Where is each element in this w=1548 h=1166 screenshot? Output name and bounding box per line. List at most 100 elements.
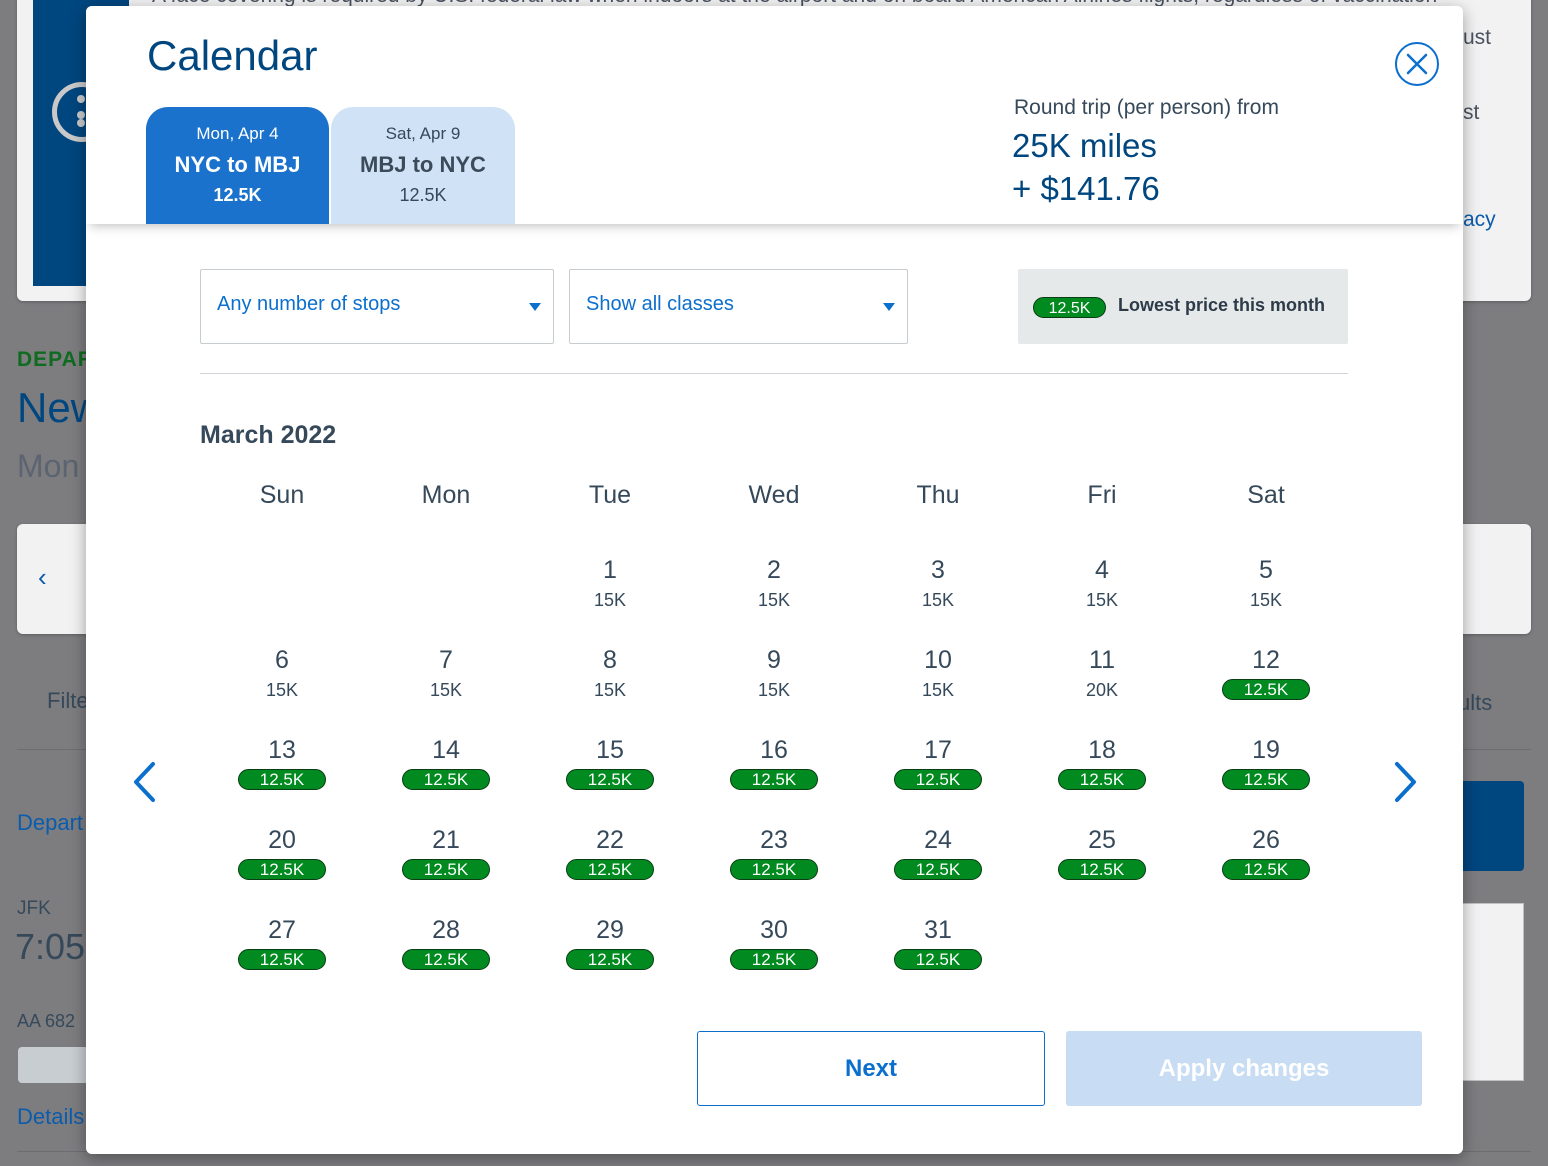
weekday-label: Fri [1087, 481, 1117, 509]
day-price-lowest-badge: 12.5K [238, 949, 326, 970]
calendar-day[interactable]: 29 12.5K [528, 916, 692, 996]
close-icon [1406, 53, 1428, 75]
calendar-day[interactable]: 24 12.5K [856, 826, 1020, 906]
calendar-day[interactable]: 16 12.5K [692, 736, 856, 816]
calendar-day[interactable]: 23 12.5K [692, 826, 856, 906]
calendar-day[interactable]: 1 15K [528, 556, 692, 636]
close-button[interactable] [1395, 42, 1439, 86]
weekday-label: Wed [748, 481, 800, 509]
day-number: 19 [1252, 736, 1280, 764]
calendar-day[interactable]: 25 12.5K [1020, 826, 1184, 906]
day-price-lowest-badge: 12.5K [894, 769, 982, 790]
previous-month-button[interactable] [129, 760, 159, 804]
departure-date: Mon [17, 448, 80, 484]
calendar-day[interactable]: 9 15K [692, 646, 856, 726]
weekday-label: Sat [1247, 481, 1285, 509]
calendar-day[interactable]: 12 12.5K [1184, 646, 1348, 726]
calendar-day[interactable]: 30 12.5K [692, 916, 856, 996]
calendar-day[interactable]: 20 12.5K [200, 826, 364, 906]
tab-outbound[interactable]: Mon, Apr 4 NYC to MBJ 12.5K [146, 107, 329, 224]
day-price-lowest-badge: 12.5K [1058, 769, 1146, 790]
calendar-day[interactable]: 28 12.5K [364, 916, 528, 996]
fare-label: Round trip (per person) from [1014, 96, 1279, 119]
day-number: 22 [596, 826, 624, 854]
day-number: 13 [268, 736, 296, 764]
day-number: 5 [1259, 556, 1273, 584]
calendar-day[interactable]: 14 12.5K [364, 736, 528, 816]
notice-link[interactable]: acy [1463, 208, 1496, 231]
depart-sort-link[interactable]: Depart [17, 810, 84, 835]
day-price: 15K [921, 590, 955, 610]
month-title: March 2022 [200, 421, 337, 449]
day-price: 15K [265, 680, 299, 700]
classes-select[interactable]: Show all classes [569, 269, 908, 344]
fare-box[interactable] [1462, 903, 1524, 1081]
notice-text-fragment: st [1463, 101, 1480, 124]
day-price-lowest-badge: 12.5K [566, 769, 654, 790]
calendar-day[interactable]: 17 12.5K [856, 736, 1020, 816]
calendar-day[interactable]: 31 12.5K [856, 916, 1020, 996]
calendar-day[interactable]: 27 12.5K [200, 916, 364, 996]
day-price-lowest-badge: 12.5K [238, 769, 326, 790]
calendar-day[interactable]: 7 15K [364, 646, 528, 726]
day-number: 7 [439, 646, 453, 674]
modal-header: Calendar Mon, Apr 4 NYC to MBJ 12.5K Sat… [86, 6, 1463, 224]
tab-date: Sat, Apr 9 [385, 124, 461, 143]
notice-text: A face covering is required by U.S. fede… [152, 0, 1437, 8]
calendar-day[interactable]: 5 15K [1184, 556, 1348, 636]
day-price-lowest-badge: 12.5K [566, 859, 654, 880]
details-link[interactable]: Details [17, 1104, 85, 1129]
departure-time: 7:05 [15, 926, 86, 967]
tab-date: Mon, Apr 4 [196, 124, 279, 143]
chevron-left-icon [134, 762, 155, 802]
stops-select[interactable]: Any number of stops [200, 269, 554, 344]
day-price-lowest-badge: 12.5K [894, 949, 982, 970]
calendar-day[interactable]: 8 15K [528, 646, 692, 726]
calendar-day[interactable]: 13 12.5K [200, 736, 364, 816]
day-number: 16 [760, 736, 788, 764]
day-number: 11 [1089, 646, 1115, 674]
calendar-day[interactable]: 19 12.5K [1184, 736, 1348, 816]
next-button[interactable]: Next [697, 1031, 1045, 1106]
calendar-day[interactable]: 4 15K [1020, 556, 1184, 636]
day-number: 8 [603, 646, 617, 674]
tab-price: 12.5K [213, 185, 262, 205]
calendar-day[interactable]: 11 20K [1020, 646, 1184, 726]
day-number: 9 [767, 646, 781, 674]
day-price-lowest-badge: 12.5K [402, 859, 490, 880]
chevron-left-icon[interactable]: ‹ [38, 562, 47, 592]
calendar-day[interactable]: 2 15K [692, 556, 856, 636]
divider [200, 373, 1348, 374]
day-number: 21 [432, 826, 460, 854]
day-number: 4 [1095, 556, 1109, 584]
day-price: 15K [757, 680, 791, 700]
next-month-button[interactable] [1391, 760, 1421, 804]
calendar-day[interactable]: 6 15K [200, 646, 364, 726]
fare-button[interactable] [1462, 781, 1524, 871]
weekday-label: Thu [916, 481, 960, 509]
day-number: 26 [1252, 826, 1280, 854]
tab-return[interactable]: Sat, Apr 9 MBJ to NYC 12.5K [331, 107, 515, 224]
results-label: ults [1458, 690, 1493, 715]
day-number: 10 [924, 646, 952, 674]
calendar-day[interactable]: 22 12.5K [528, 826, 692, 906]
calendar-day[interactable]: 10 15K [856, 646, 1020, 726]
day-price-lowest-badge: 12.5K [730, 859, 818, 880]
calendar-day[interactable]: 3 15K [856, 556, 1020, 636]
filter-button[interactable]: Filte [47, 688, 89, 713]
amenities-icons [18, 1047, 90, 1083]
calendar-day[interactable]: 18 12.5K [1020, 736, 1184, 816]
calendar-day[interactable]: 21 12.5K [364, 826, 528, 906]
calendar-day[interactable]: 15 12.5K [528, 736, 692, 816]
chevron-right-icon [1395, 762, 1416, 802]
day-number: 18 [1088, 736, 1116, 764]
day-number: 27 [268, 916, 296, 944]
origin-airport: JFK [17, 898, 51, 919]
lowest-price-badge: 12.5K [1033, 297, 1106, 318]
calendar-day[interactable]: 26 12.5K [1184, 826, 1348, 906]
day-number: 12 [1252, 646, 1280, 674]
day-price: 15K [593, 590, 627, 610]
depart-label: DEPAR [17, 348, 94, 371]
day-price-lowest-badge: 12.5K [1058, 859, 1146, 880]
caret-down-icon [529, 303, 541, 311]
